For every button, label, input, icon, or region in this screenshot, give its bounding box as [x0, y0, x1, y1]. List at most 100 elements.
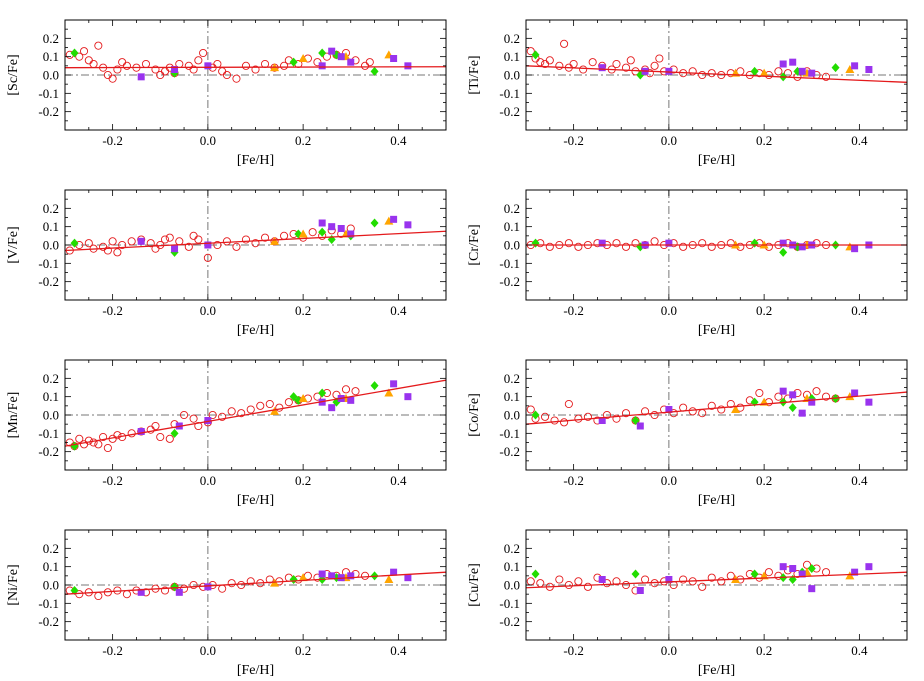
- data-point-open-circle: [280, 61, 289, 70]
- y-tick-label: 0.1: [504, 559, 520, 574]
- plot-area: [526, 560, 907, 595]
- data-point-open-circle: [103, 443, 112, 453]
- data-point-diamond: [779, 247, 788, 257]
- data-point-square: [171, 245, 179, 253]
- data-point-open-circle: [251, 239, 260, 248]
- data-point-diamond: [70, 441, 79, 451]
- data-point-open-circle: [218, 584, 227, 593]
- data-point-diamond: [170, 428, 179, 438]
- data-point-square: [598, 417, 606, 424]
- data-point-open-circle: [137, 427, 146, 436]
- data-point-open-circle: [650, 61, 659, 70]
- data-point-open-circle: [821, 392, 831, 401]
- data-point-diamond: [294, 395, 303, 405]
- data-point-open-circle: [151, 65, 160, 74]
- y-tick-label: -0.1: [499, 426, 520, 441]
- data-point-open-circle: [160, 235, 170, 244]
- data-point-open-circle: [184, 61, 193, 70]
- y-axis-title: [Mn/Fe]: [6, 392, 21, 439]
- data-point-open-circle: [94, 41, 103, 50]
- data-point-open-circle: [541, 412, 550, 421]
- data-point-open-circle: [75, 434, 84, 443]
- y-tick-label: -0.1: [38, 426, 59, 441]
- y-tick-label: -0.2: [38, 614, 59, 629]
- data-point-open-circle: [94, 440, 103, 449]
- data-point-open-circle: [227, 407, 236, 416]
- data-point-open-circle: [313, 392, 322, 401]
- data-point-open-circle: [122, 61, 131, 70]
- data-point-square: [798, 409, 806, 417]
- data-point-open-circle: [574, 577, 583, 586]
- data-point-open-circle: [108, 74, 117, 83]
- x-tick-label: -0.2: [563, 303, 584, 318]
- data-point-open-circle: [151, 421, 160, 431]
- data-point-diamond: [318, 48, 327, 58]
- data-point-open-circle: [232, 74, 241, 83]
- data-point-open-circle: [94, 591, 103, 601]
- data-point-open-circle: [560, 39, 569, 48]
- x-axis-title: [Fe/H]: [698, 493, 735, 508]
- data-point-open-circle: [103, 246, 112, 255]
- data-point-square: [789, 565, 797, 572]
- y-tick-label: -0.2: [499, 274, 520, 289]
- data-point-square: [798, 243, 806, 251]
- data-point-open-circle: [141, 59, 151, 69]
- y-tick-label: 0.0: [504, 238, 520, 253]
- data-point-square: [137, 73, 145, 81]
- x-axis-title: [Fe/H]: [237, 493, 274, 508]
- y-tick-label: 0.0: [504, 578, 520, 593]
- data-point-square: [347, 572, 355, 580]
- x-tick-label: -0.2: [102, 643, 123, 658]
- fit-line: [65, 66, 446, 69]
- x-tick-label: 0.0: [200, 473, 216, 488]
- data-point-open-circle: [602, 410, 612, 420]
- data-point-open-circle: [641, 407, 650, 416]
- data-point-triangle: [298, 54, 308, 62]
- data-point-square: [789, 58, 797, 66]
- x-tick-label: 0.2: [295, 133, 311, 148]
- data-point-open-circle: [118, 240, 127, 250]
- data-point-diamond: [531, 410, 540, 420]
- data-point-diamond: [370, 66, 379, 76]
- data-point-open-circle: [650, 410, 659, 420]
- data-point-open-circle: [127, 237, 136, 246]
- data-point-open-circle: [698, 582, 707, 591]
- data-point-open-circle: [251, 65, 260, 74]
- y-tick-label: 0.0: [504, 408, 520, 423]
- data-point-open-circle: [122, 590, 131, 599]
- data-point-open-circle: [189, 231, 198, 240]
- data-point-diamond: [70, 48, 79, 58]
- data-point-open-circle: [237, 409, 246, 418]
- panel-vfe: -0.2 0.0 0.2 0.4 -0.2 -0.1 0.0 0.1 0.2 [Fe/H] [V/F…: [6, 189, 447, 338]
- data-point-square: [137, 237, 145, 245]
- data-point-open-circle: [260, 59, 270, 69]
- data-point-open-circle: [103, 70, 112, 80]
- data-point-triangle: [270, 236, 280, 245]
- data-point-square: [851, 62, 859, 70]
- data-point-open-circle: [621, 242, 631, 251]
- data-point-triangle: [845, 571, 855, 580]
- data-point-open-circle: [189, 580, 198, 590]
- data-point-triangle: [845, 392, 855, 401]
- data-point-open-circle: [237, 580, 246, 590]
- x-tick-label: 0.0: [200, 643, 216, 658]
- data-point-open-circle: [313, 58, 322, 67]
- plot-area: [65, 215, 446, 262]
- x-tick-label: 0.4: [390, 133, 407, 148]
- y-tick-label: 0.0: [43, 408, 59, 423]
- y-tick-label: 0.1: [43, 559, 59, 574]
- data-point-open-circle: [99, 242, 108, 251]
- x-tick-label: 0.4: [390, 473, 407, 488]
- data-point-square: [779, 60, 787, 68]
- data-point-open-circle: [213, 59, 222, 69]
- data-point-diamond: [318, 227, 327, 237]
- data-point-square: [808, 398, 816, 406]
- panel-tife: -0.2 0.0 0.2 0.4 -0.2 -0.1 0.0 0.1 0.2 [Fe/H] [Ti/…: [467, 19, 908, 168]
- x-tick-label: 0.0: [200, 303, 216, 318]
- fit-line: [65, 571, 446, 595]
- x-axis-title: [Fe/H]: [698, 663, 735, 678]
- y-tick-label: 0.1: [43, 389, 59, 404]
- data-point-triangle: [759, 68, 769, 77]
- x-tick-label: 0.2: [756, 473, 772, 488]
